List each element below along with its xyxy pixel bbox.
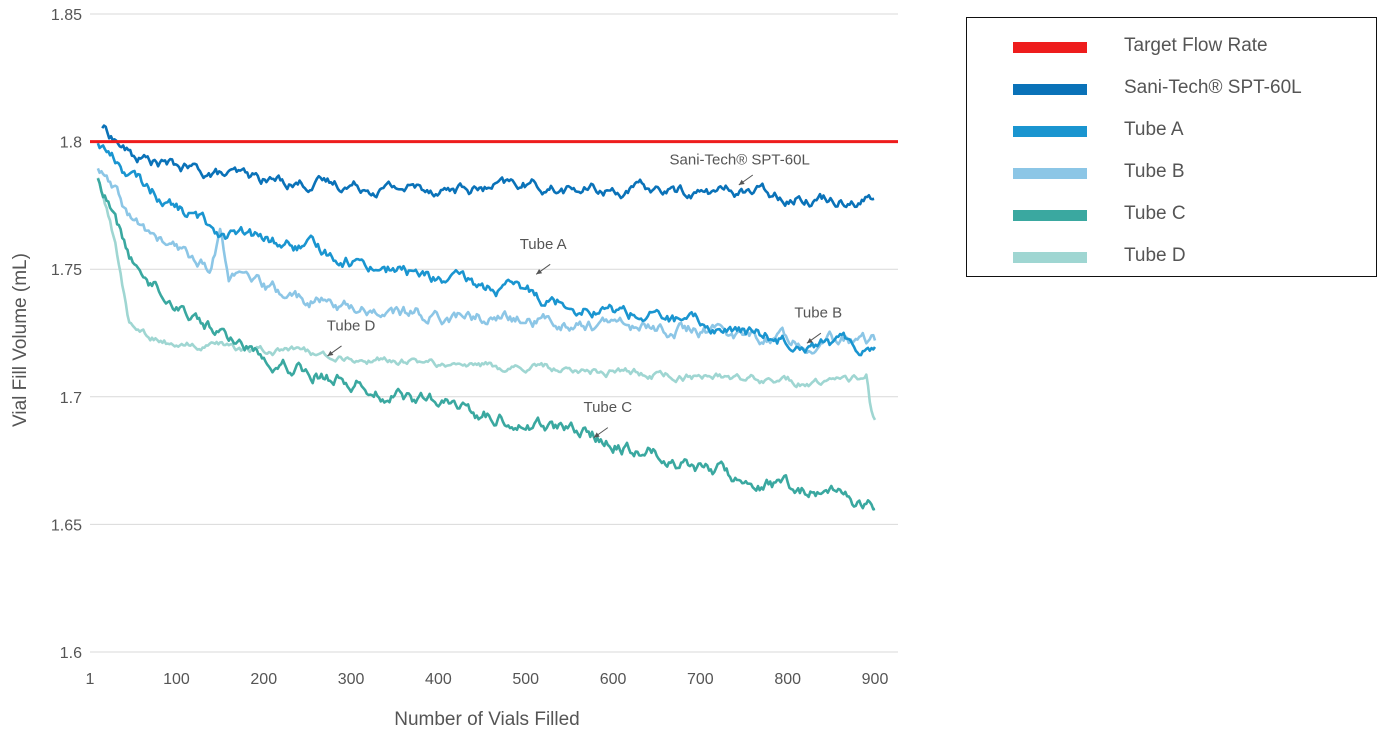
legend-label-tube-b: Tube B <box>1124 161 1185 182</box>
x-tick-label: 200 <box>250 671 277 688</box>
legend-label-sanitech: Sani-Tech® SPT-60L <box>1124 77 1302 98</box>
series-line-tube-b <box>96 167 877 355</box>
annotation-label: Tube B <box>794 305 842 322</box>
legend-swatch-tube-d <box>1013 252 1087 263</box>
annotation-label: Sani-Tech® SPT-60L <box>670 152 810 169</box>
annotation-label: Tube A <box>520 236 567 253</box>
x-tick-label: 500 <box>512 671 539 688</box>
y-tick-label: 1.6 <box>60 645 82 662</box>
series-lines <box>90 124 898 511</box>
arrow-head-icon <box>806 337 813 344</box>
legend-swatch-tube-c <box>1013 210 1087 221</box>
legend-item-target: Target Flow Rate <box>967 32 1376 62</box>
y-tick-label: 1.8 <box>60 135 82 152</box>
y-tick-label: 1.65 <box>51 517 82 534</box>
arrow-head-icon <box>327 350 334 356</box>
y-axis-title: Vial Fill Volume (mL) <box>10 253 31 427</box>
legend-item-tube-b: Tube B <box>967 158 1376 188</box>
legend-item-tube-a: Tube A <box>967 116 1376 146</box>
annotation-label: Tube C <box>583 399 632 416</box>
arrow-head-icon <box>738 179 745 185</box>
x-tick-label: 600 <box>600 671 627 688</box>
x-tick-label: 1 <box>86 671 95 688</box>
series-line-tube-a <box>96 142 877 357</box>
legend-swatch-tube-a <box>1013 126 1087 137</box>
y-tick-label: 1.7 <box>60 390 82 407</box>
y-tick-label: 1.75 <box>51 262 82 279</box>
legend-label-target: Target Flow Rate <box>1124 35 1268 56</box>
x-tick-label: 300 <box>338 671 365 688</box>
x-tick-label: 100 <box>163 671 190 688</box>
legend: Target Flow Rate Sani-Tech® SPT-60L Tube… <box>966 17 1377 277</box>
legend-item-sanitech: Sani-Tech® SPT-60L <box>967 74 1376 104</box>
legend-swatch-sanitech <box>1013 84 1087 95</box>
series-line-tube-d <box>96 177 877 421</box>
arrow-head-icon <box>536 269 543 275</box>
legend-item-tube-c: Tube C <box>967 200 1376 230</box>
legend-swatch-target <box>1013 42 1087 53</box>
annotation-label: Tube D <box>327 317 376 334</box>
arrow-head-icon <box>593 432 600 438</box>
legend-label-tube-c: Tube C <box>1124 203 1186 224</box>
x-tick-label: 400 <box>425 671 452 688</box>
x-axis-title: Number of Vials Filled <box>394 709 580 730</box>
x-tick-label: 800 <box>774 671 801 688</box>
annotations: Sani-Tech® SPT-60L Tube A Tube B Tube D Tube… <box>327 152 842 439</box>
x-tick-label: 700 <box>687 671 714 688</box>
series-line-sanitech <box>101 124 875 209</box>
x-tick-label: 900 <box>862 671 889 688</box>
legend-label-tube-d: Tube D <box>1124 245 1186 266</box>
legend-label-tube-a: Tube A <box>1124 119 1184 140</box>
tick-labels: 1.6 1.65 1.7 1.75 1.8 1.85 1 100 200 300 400 500 600… <box>51 7 889 688</box>
legend-item-tube-d: Tube D <box>967 242 1376 272</box>
y-tick-label: 1.85 <box>51 7 82 24</box>
series-line-tube-c <box>96 177 876 511</box>
legend-swatch-tube-b <box>1013 168 1087 179</box>
